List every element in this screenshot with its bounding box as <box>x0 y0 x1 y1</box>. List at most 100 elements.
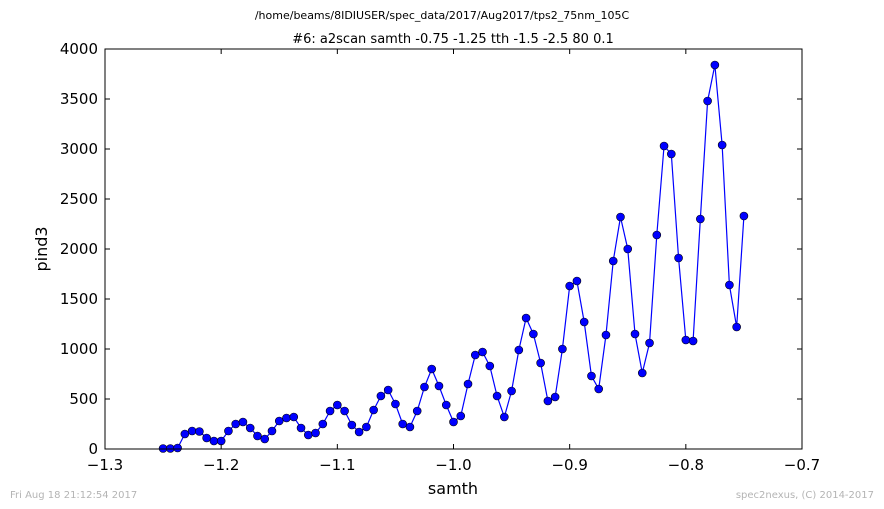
data-point <box>659 141 669 151</box>
data-point <box>180 429 190 439</box>
data-point <box>688 336 698 346</box>
y-tick-label: 1000 <box>60 340 98 358</box>
data-point <box>470 350 480 360</box>
data-point <box>253 431 262 441</box>
data-point <box>398 419 407 429</box>
data-point <box>274 416 284 426</box>
data-point <box>579 317 589 327</box>
data-point <box>318 419 328 429</box>
data-point <box>565 281 574 291</box>
x-tick-label: −1.0 <box>435 456 471 474</box>
data-point <box>238 417 248 427</box>
data-point <box>630 329 640 339</box>
data-point <box>311 428 320 438</box>
data-point <box>449 417 458 427</box>
data-point <box>303 430 313 440</box>
y-tick-label: 0 <box>88 440 98 458</box>
footer-credit: spec2nexus, (C) 2014-2017 <box>736 490 874 501</box>
y-tick-label: 3000 <box>60 140 98 158</box>
data-point <box>405 422 415 432</box>
y-tick-label: 1500 <box>60 290 98 308</box>
data-point <box>674 253 683 263</box>
data-point <box>514 345 524 355</box>
data-point <box>652 230 662 240</box>
x-tick-label: −0.9 <box>551 456 587 474</box>
data-point <box>594 384 604 394</box>
data-point <box>427 364 437 374</box>
data-point <box>224 426 233 436</box>
data-point <box>195 427 204 436</box>
series-line <box>163 64 745 450</box>
data-point <box>601 330 611 340</box>
data-point <box>354 427 364 437</box>
data-point <box>463 379 473 389</box>
data-point <box>412 406 422 416</box>
data-point <box>667 149 676 159</box>
x-tick-label: −0.7 <box>784 456 820 474</box>
data-point <box>500 412 509 422</box>
data-point <box>739 211 749 221</box>
data-point <box>717 140 727 150</box>
data-point <box>376 391 386 401</box>
data-point <box>558 344 567 354</box>
data-point <box>333 400 342 410</box>
data-point <box>209 436 219 446</box>
data-point <box>369 405 378 415</box>
data-point <box>608 256 618 266</box>
x-tick-label: −1.3 <box>87 456 123 474</box>
x-tick-label: −1.2 <box>203 456 239 474</box>
data-point <box>492 391 502 401</box>
data-point <box>616 212 625 222</box>
data-point <box>550 392 560 402</box>
y-tick-label: 2500 <box>60 190 98 208</box>
y-tick-label: 4000 <box>60 40 98 58</box>
data-point <box>325 406 335 416</box>
x-tick-label: −0.8 <box>668 456 704 474</box>
data-point <box>485 361 495 371</box>
data-point <box>216 436 226 446</box>
y-tick-label: 2000 <box>60 240 98 258</box>
x-axis-label: samth <box>428 479 478 498</box>
data-point <box>703 96 712 106</box>
data-point <box>507 386 516 396</box>
plot-area: −1.3 −1.2 −1.1 −1.0 −0.9 −0.8 −0.7 0 500 1000 1500… <box>60 40 820 474</box>
data-point <box>441 400 451 410</box>
footer-timestamp: Fri Aug 18 21:12:54 2017 <box>10 490 137 501</box>
data-point <box>362 422 371 432</box>
data-point <box>732 322 741 332</box>
x-tick-label: −1.1 <box>319 456 355 474</box>
data-point <box>347 420 357 430</box>
file-path-header: /home/beams/8IDIUSER/spec_data/2017/Aug2… <box>255 9 630 22</box>
data-point <box>637 368 647 378</box>
data-point <box>187 426 197 436</box>
data-point <box>521 313 531 323</box>
y-tick-label: 500 <box>69 390 98 408</box>
data-point <box>681 335 691 345</box>
data-point <box>572 276 582 286</box>
data-point <box>267 426 277 436</box>
data-point <box>420 382 429 392</box>
data-point <box>696 214 705 224</box>
data-point <box>434 381 444 391</box>
data-point <box>725 280 734 290</box>
y-tick-label: 3500 <box>60 90 98 108</box>
data-point <box>623 244 633 254</box>
data-point <box>456 411 466 421</box>
data-point <box>383 385 393 395</box>
data-point <box>478 347 487 357</box>
plot-frame <box>104 48 803 450</box>
data-point <box>202 433 211 443</box>
data-point <box>245 423 255 433</box>
data-point <box>282 413 291 423</box>
data-point <box>289 412 299 422</box>
data-point <box>391 399 400 409</box>
data-point <box>536 358 545 368</box>
data-point <box>173 443 182 453</box>
chart-title: #6: a2scan samth -0.75 -1.25 tth -1.5 -2… <box>292 32 614 47</box>
data-point <box>710 60 720 70</box>
data-point <box>260 434 270 444</box>
data-point <box>231 419 240 429</box>
data-point <box>645 338 654 348</box>
data-point <box>296 423 306 433</box>
